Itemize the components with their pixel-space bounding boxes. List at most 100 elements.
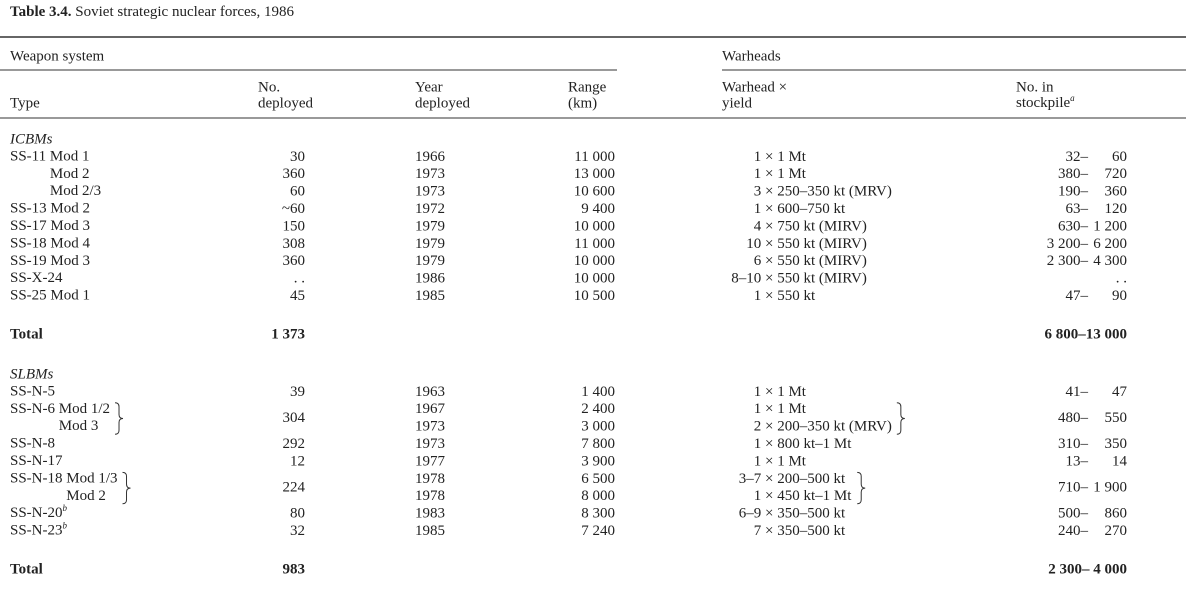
column-header: No. <box>258 79 280 95</box>
footnote-mark: b <box>63 503 68 513</box>
footnote-mark: b <box>63 521 68 531</box>
range-km: 1 400 <box>581 384 615 400</box>
stockpile-high: 6 200 <box>1093 236 1127 252</box>
deployed-count: 30 <box>290 149 305 165</box>
year-deployed: 1986 <box>415 271 446 287</box>
range-km: 9 400 <box>581 201 615 217</box>
deployed-count: ~60 <box>282 201 305 217</box>
deployed-count: 80 <box>290 506 305 522</box>
range-km: 2 400 <box>581 401 615 417</box>
year-deployed: 1979 <box>415 236 445 252</box>
weapon-type: SS-19 Mod 3 <box>10 253 90 269</box>
weapon-type-text: SS-N-18 Mod 1/3 <box>10 471 118 487</box>
brace <box>122 471 131 505</box>
weapon-type: SS-N-5 <box>10 384 55 400</box>
deployed-count: 39 <box>290 384 305 400</box>
stockpile-high: 360 <box>1105 184 1128 200</box>
weapon-type-text: Mod 2 <box>66 488 106 504</box>
group-header: Weapon system <box>10 48 105 64</box>
stockpile-low: 41– <box>1066 384 1089 400</box>
stockpile-high: 14 <box>1112 453 1128 469</box>
column-header: Range <box>568 79 607 95</box>
weapon-type: SS-N-23b <box>10 521 68 539</box>
year-deployed: 1979 <box>415 218 445 234</box>
year-deployed: 1985 <box>415 288 445 304</box>
stockpile-low: 310– <box>1058 436 1089 452</box>
stockpile-low: 2 300– <box>1047 253 1089 269</box>
stockpile-high: 1 900 <box>1093 480 1127 496</box>
year-deployed: 1983 <box>415 506 445 522</box>
weapon-type-text: SS-19 Mod 3 <box>10 253 90 269</box>
range-km: 8 300 <box>581 506 615 522</box>
warhead-yield: 7 × 350–500 kt <box>754 523 846 539</box>
section-heading: ICBMs <box>9 131 53 147</box>
footnote-mark: a <box>1070 93 1075 103</box>
year-deployed: 1973 <box>415 419 445 435</box>
weapon-type: SS-N-17 <box>10 453 63 469</box>
warhead-yield: 2 × 200–350 kt (MRV) <box>754 419 892 435</box>
total-stockpile: 6 800–13 000 <box>1045 326 1128 342</box>
stockpile-low: 63– <box>1066 201 1089 217</box>
weapon-type: SS-X-24 <box>10 271 63 287</box>
weapon-type: SS-17 Mod 3 <box>10 218 90 234</box>
deployed-count: 292 <box>283 436 306 452</box>
warhead-yield: 1 × 550 kt <box>754 288 816 304</box>
column-header: stockpilea <box>1016 93 1075 111</box>
weapon-type: SS-11 Mod 1 <box>10 149 89 165</box>
column-header: Year <box>415 79 443 95</box>
weapon-type-text: SS-N-23 <box>10 523 63 539</box>
stockpile-high: 4 300 <box>1093 253 1127 269</box>
stockpile-high: 60 <box>1112 149 1127 165</box>
column-header: deployed <box>258 95 313 111</box>
warhead-yield: 1 × 600–750 kt <box>754 201 846 217</box>
stockpile-high: 120 <box>1105 201 1128 217</box>
weapon-type: SS-N-20b <box>10 503 68 521</box>
warhead-yield: 1 × 1 Mt <box>754 384 807 400</box>
column-header: (km) <box>568 95 597 111</box>
year-deployed: 1985 <box>415 523 445 539</box>
warhead-yield: 1 × 1 Mt <box>754 149 807 165</box>
year-deployed: 1979 <box>415 253 445 269</box>
range-km: 3 900 <box>581 453 615 469</box>
stockpile-high: 860 <box>1105 506 1128 522</box>
deployed-count: 45 <box>290 288 305 304</box>
range-km: 10 500 <box>574 288 615 304</box>
weapon-type: SS-N-18 Mod 1/3 <box>10 471 118 487</box>
stockpile-low: 13– <box>1066 453 1089 469</box>
column-header: Type <box>10 95 40 111</box>
stockpile-low: 480– <box>1058 410 1089 426</box>
brace <box>114 402 124 435</box>
title-label: Table 3.4. <box>10 4 72 20</box>
range-km: 10 000 <box>574 218 615 234</box>
stockpile-high: 350 <box>1105 436 1128 452</box>
deployed-count: 224 <box>283 480 306 496</box>
warhead-yield: 1 × 1 Mt <box>754 453 807 469</box>
group-header: Warheads <box>722 48 781 64</box>
stockpile-low: 710– <box>1058 480 1089 496</box>
stockpile-low: 190– <box>1058 184 1089 200</box>
year-deployed: 1978 <box>415 488 445 504</box>
stockpile-high: . . <box>1116 271 1127 287</box>
stockpile-low: 630– <box>1058 218 1089 234</box>
table-title: Table 3.4. Soviet strategic nuclear forc… <box>10 4 294 20</box>
warhead-yield: 6 × 550 kt (MIRV) <box>754 253 867 269</box>
column-header: No. in <box>1016 79 1054 95</box>
stockpile-low: 32– <box>1066 149 1089 165</box>
weapon-type-text: Mod 2 <box>50 166 90 182</box>
stockpile-high: 1 200 <box>1093 218 1127 234</box>
year-deployed: 1973 <box>415 166 445 182</box>
weapon-type: SS-13 Mod 2 <box>10 201 90 217</box>
range-km: 8 000 <box>581 488 615 504</box>
weapon-type-text: SS-N-20 <box>10 506 63 522</box>
warhead-yield: 1 × 450 kt–1 Mt <box>754 488 852 504</box>
column-header-text: stockpile <box>1016 95 1070 111</box>
stockpile-high: 550 <box>1105 410 1128 426</box>
total-label: Total <box>10 561 43 577</box>
weapon-type-text: SS-11 Mod 1 <box>10 149 89 165</box>
weapon-type-text: SS-N-17 <box>10 453 63 469</box>
stockpile-low: 240– <box>1058 523 1089 539</box>
year-deployed: 1978 <box>415 471 445 487</box>
stockpile-high: 47 <box>1112 384 1128 400</box>
